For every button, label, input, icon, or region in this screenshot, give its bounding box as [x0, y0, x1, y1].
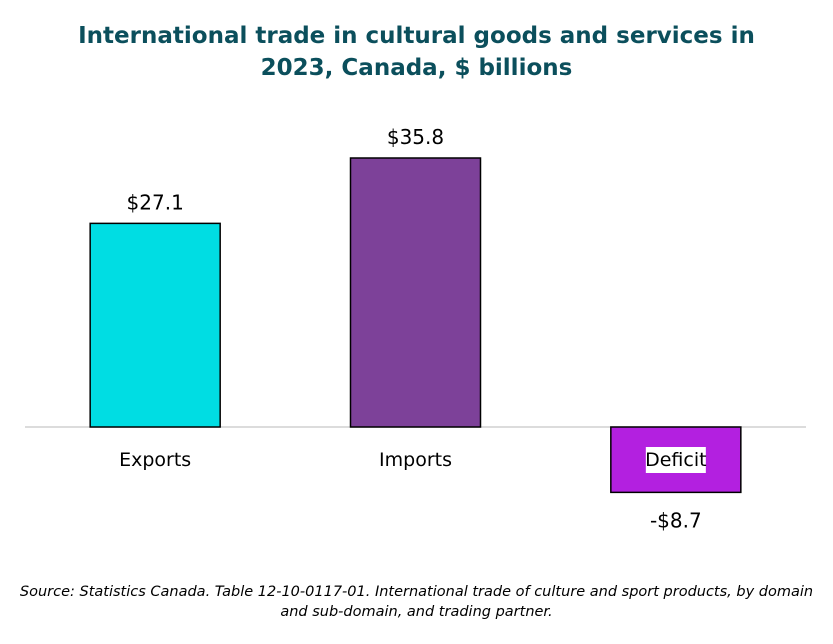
- data-label-imports: $35.8: [387, 125, 444, 149]
- category-label-deficit: Deficit: [645, 449, 706, 471]
- category-label-background-deficit: [645, 447, 706, 473]
- data-label-deficit: -$8.7: [650, 508, 702, 532]
- category-label-imports: Imports: [379, 449, 452, 471]
- category-label-exports: Exports: [119, 449, 191, 471]
- source-note: Source: Statistics Canada. Table 12-10-0…: [0, 582, 833, 622]
- chart-title-line-2: 2023, Canada, $ billions: [260, 55, 573, 81]
- source-note-line-2: and sub-domain, and trading partner.: [280, 604, 553, 620]
- bar-exports: [89, 222, 221, 428]
- chart-title: International trade in cultural goods an…: [0, 20, 833, 84]
- chart-title-line-1: International trade in cultural goods an…: [78, 23, 755, 49]
- source-note-line-1: Source: Statistics Canada. Table 12-10-0…: [19, 584, 814, 600]
- bar-imports: [349, 157, 482, 428]
- data-label-exports: $27.1: [127, 190, 184, 214]
